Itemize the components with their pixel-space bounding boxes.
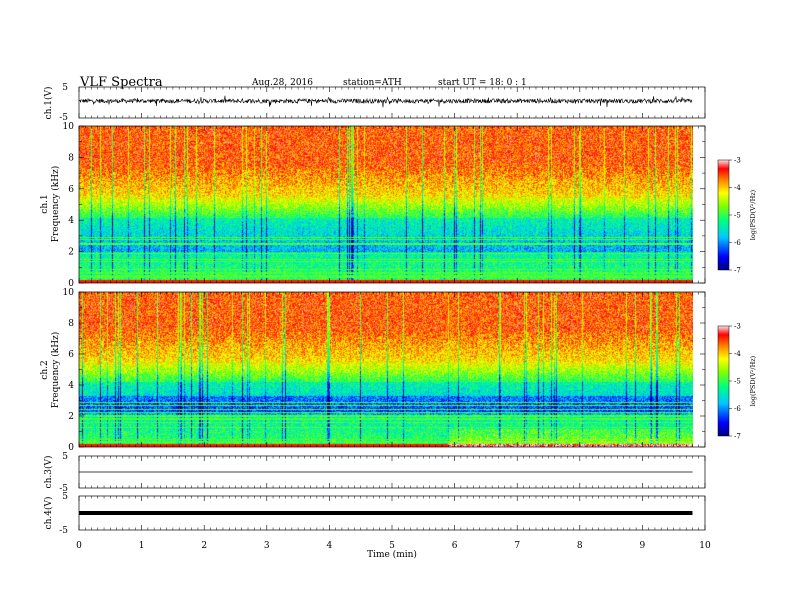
- ch2-spectrogram-panel: 0 2 4 6 8 10 ch.2 Frequency (kHz): [40, 288, 706, 453]
- x-tick-label: 5: [389, 541, 395, 551]
- x-tick-label: 1: [139, 541, 145, 551]
- ch3-ylabel: ch.3(V): [43, 456, 54, 489]
- x-axis-ticks: [78, 87, 706, 530]
- ch3-waveform-panel: 5 -5 ch.3(V): [43, 452, 706, 494]
- x-tick-label: 6: [452, 541, 458, 551]
- x-tick-label: 3: [264, 541, 270, 551]
- y-tick-label: 10: [63, 288, 75, 298]
- ch2-colorbar: -7 -6 -5 -4 -3 log(PSD(V²/Hz): [717, 323, 757, 441]
- y-tick-label: 6: [68, 350, 74, 360]
- x-tick-label: 8: [577, 541, 583, 551]
- ch3-ytick-bottom: -5: [59, 484, 68, 494]
- ch2-colorbar-gradient: [718, 326, 729, 436]
- ch4-ytick-top: 5: [62, 492, 68, 502]
- ch1-spectrogram-ylabel: Frequency (kHz): [50, 166, 61, 243]
- ch1-colorbar: -7 -6 -5 -4 -3 log(PSD(V²/Hz): [717, 157, 757, 275]
- ch4-ylabel: ch.4(V): [43, 497, 54, 530]
- x-tick-label: 9: [640, 541, 646, 551]
- ch1-waveform-line: [78, 95, 693, 108]
- ch1-colorbar-gradient: [718, 160, 729, 270]
- ch1-spectrogram-channel-label: ch.1: [40, 194, 50, 213]
- x-tick-label: 4: [327, 541, 333, 551]
- ch1-waveform-ylabel: ch.1(V): [43, 87, 54, 120]
- colorbar-tick-label: -4: [734, 184, 741, 192]
- y-tick-label: 0: [68, 443, 74, 453]
- ch1-spectrogram-image: [79, 126, 693, 283]
- header-station: station=ATH: [343, 78, 402, 88]
- ch1-spectrogram-panel: 0 2 4 6 8 10 ch.1 Frequency (kHz): [40, 122, 706, 289]
- header-start-time: start UT = 18: 0 : 1: [438, 78, 527, 88]
- y-tick-label: 2: [68, 412, 74, 422]
- x-axis-tick-labels: 0 1 2 3 4 5 6 7 8 9 10: [76, 541, 711, 551]
- colorbar-tick-label: -4: [734, 350, 741, 358]
- colorbar-tick-label: -6: [734, 239, 741, 247]
- ch3-ytick-top: 5: [62, 452, 68, 462]
- colorbar-tick-label: -5: [734, 212, 741, 220]
- ch2-spectrogram-image: [79, 292, 693, 447]
- ch4-ytick-bottom: -5: [59, 526, 68, 536]
- ch2-colorbar-ticks: -7 -6 -5 -4 -3: [729, 323, 741, 441]
- x-tick-label: 7: [514, 541, 520, 551]
- ch4-waveform-panel: 5 -5 ch.4(V): [43, 492, 706, 536]
- colorbar-tick-label: -6: [734, 405, 741, 413]
- ch1-colorbar-ticks: -7 -6 -5 -4 -3: [729, 157, 741, 275]
- colorbar-tick-label: -7: [734, 267, 741, 275]
- y-tick-label: 10: [63, 122, 75, 132]
- figure-title: VLF Spectra: [79, 75, 163, 90]
- x-tick-label: 2: [201, 541, 207, 551]
- ch1-ytick-top: 5: [62, 83, 68, 93]
- colorbar-tick-label: -5: [734, 378, 741, 386]
- x-axis-label: Time (min): [367, 549, 417, 560]
- ch1-ytick-bottom: -5: [59, 113, 68, 123]
- ch1-colorbar-label: log(PSD(V²/Hz): [749, 189, 757, 240]
- y-tick-label: 8: [68, 319, 74, 329]
- y-tick-label: 2: [68, 248, 74, 258]
- y-tick-label: 4: [68, 381, 74, 391]
- ch2-spectrogram-channel-label: ch.2: [40, 360, 50, 379]
- colorbar-tick-label: -3: [734, 157, 741, 165]
- colorbar-tick-label: -7: [734, 433, 741, 441]
- x-tick-label: 10: [699, 541, 711, 551]
- ch2-colorbar-label: log(PSD(V²/Hz): [749, 355, 757, 406]
- y-tick-label: 4: [68, 216, 74, 226]
- ch4-waveform-line: [79, 511, 693, 515]
- ch1-spectrogram-yticks: 0 2 4 6 8 10: [63, 122, 705, 289]
- y-tick-label: 6: [68, 185, 74, 195]
- ch2-spectrogram-ylabel: Frequency (kHz): [50, 332, 61, 409]
- header-date: Aug.28, 2016: [251, 78, 313, 88]
- x-tick-label: 0: [76, 541, 82, 551]
- y-tick-label: 8: [68, 153, 74, 163]
- ch2-spectrogram-yticks: 0 2 4 6 8 10: [63, 288, 705, 453]
- y-tick-label: 0: [68, 279, 74, 289]
- colorbar-tick-label: -3: [734, 323, 741, 331]
